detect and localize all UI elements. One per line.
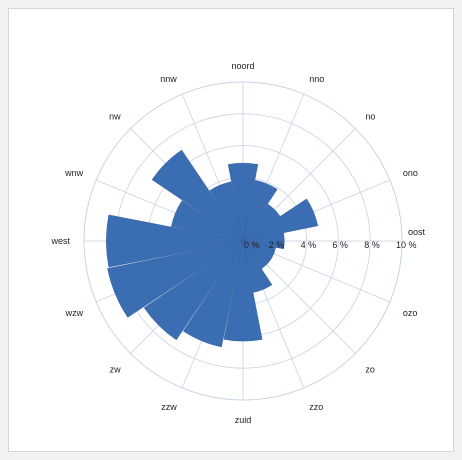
direction-label-zw: zw xyxy=(110,364,122,374)
direction-labels: noord nno no ono oost ozo zo zzo zuid zzw zw wzw wes… xyxy=(50,61,425,425)
direction-label-west: west xyxy=(50,236,70,246)
bar-nw xyxy=(151,149,244,242)
radial-tick-label: 0 % xyxy=(244,240,260,250)
bar-group xyxy=(106,149,319,348)
bar-nno xyxy=(242,179,278,242)
direction-label-nw: nw xyxy=(109,112,121,122)
direction-label-noord: noord xyxy=(231,61,254,71)
bar-noord xyxy=(227,162,259,242)
radial-tick-label: 8 % xyxy=(364,240,380,250)
bar-zzw xyxy=(183,240,244,348)
bar-ono xyxy=(242,198,319,242)
bar-west xyxy=(106,214,244,268)
radial-tick-labels: 0 % 2 % 4 % 6 % 8 % 10 % xyxy=(244,240,417,250)
direction-label-zo: zo xyxy=(365,364,375,374)
bar-nnw xyxy=(209,181,244,242)
radial-tick-label: 2 % xyxy=(269,240,285,250)
direction-label-wzw: wzw xyxy=(65,308,84,318)
bar-ozo xyxy=(242,240,276,260)
direction-label-zzw: zzw xyxy=(161,402,177,412)
bar-oost xyxy=(242,232,285,250)
bar-zo xyxy=(242,240,271,269)
direction-label-ono: ono xyxy=(403,168,418,178)
direction-label-no: no xyxy=(365,112,375,122)
bar-zuid xyxy=(223,240,263,342)
direction-label-zzo: zzo xyxy=(309,402,323,412)
direction-label-zuid: zuid xyxy=(235,415,252,425)
direction-label-nno: nno xyxy=(309,74,324,84)
direction-label-ozo: ozo xyxy=(403,308,418,318)
bar-wzw xyxy=(107,240,244,318)
direction-label-nnw: nnw xyxy=(160,74,177,84)
radial-tick-label: 4 % xyxy=(301,240,317,250)
bar-zzo xyxy=(242,240,273,293)
bar-no xyxy=(242,203,281,242)
radial-tick-label: 6 % xyxy=(332,240,348,250)
direction-label-oost: oost xyxy=(408,227,426,237)
bar-wnw xyxy=(171,200,244,242)
bar-zw xyxy=(143,240,244,341)
direction-label-wnw: wnw xyxy=(64,168,84,178)
radial-tick-label: 10 % xyxy=(396,240,417,250)
